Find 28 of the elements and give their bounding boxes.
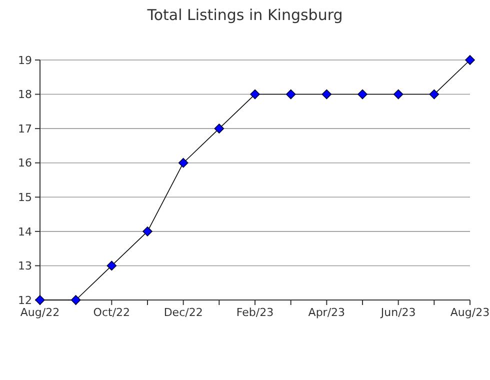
x-tick-label: Dec/22 <box>164 306 203 319</box>
point <box>465 55 475 65</box>
y-tick-label: 15 <box>18 190 32 204</box>
point <box>322 89 332 100</box>
y-tick-label: 19 <box>18 54 32 67</box>
point <box>106 260 117 271</box>
x-tick-label: Jun/23 <box>380 306 416 319</box>
chart-title: Total Listings in Kingsburg <box>146 6 343 24</box>
y-tick-label: 16 <box>18 156 32 170</box>
x-tick-label: Oct/22 <box>93 306 130 319</box>
point <box>358 89 368 100</box>
x-tick-label: Aug/23 <box>450 306 490 319</box>
y-tick-label: 13 <box>18 260 32 273</box>
point <box>214 124 224 134</box>
x-tick-label: Apr/23 <box>308 306 346 319</box>
y-tick-label: 12 <box>18 294 32 307</box>
y-tick-label: 18 <box>18 88 32 102</box>
point <box>393 89 404 100</box>
point <box>286 89 296 100</box>
point <box>70 295 81 305</box>
y-tick-label: 17 <box>18 122 32 136</box>
point <box>250 89 260 100</box>
point <box>178 158 188 168</box>
x-tick-label: Aug/22 <box>20 306 60 319</box>
y-tick-label: 14 <box>18 225 32 238</box>
x-tick-label: Feb/23 <box>236 306 274 319</box>
point <box>429 89 440 100</box>
point <box>142 226 152 236</box>
